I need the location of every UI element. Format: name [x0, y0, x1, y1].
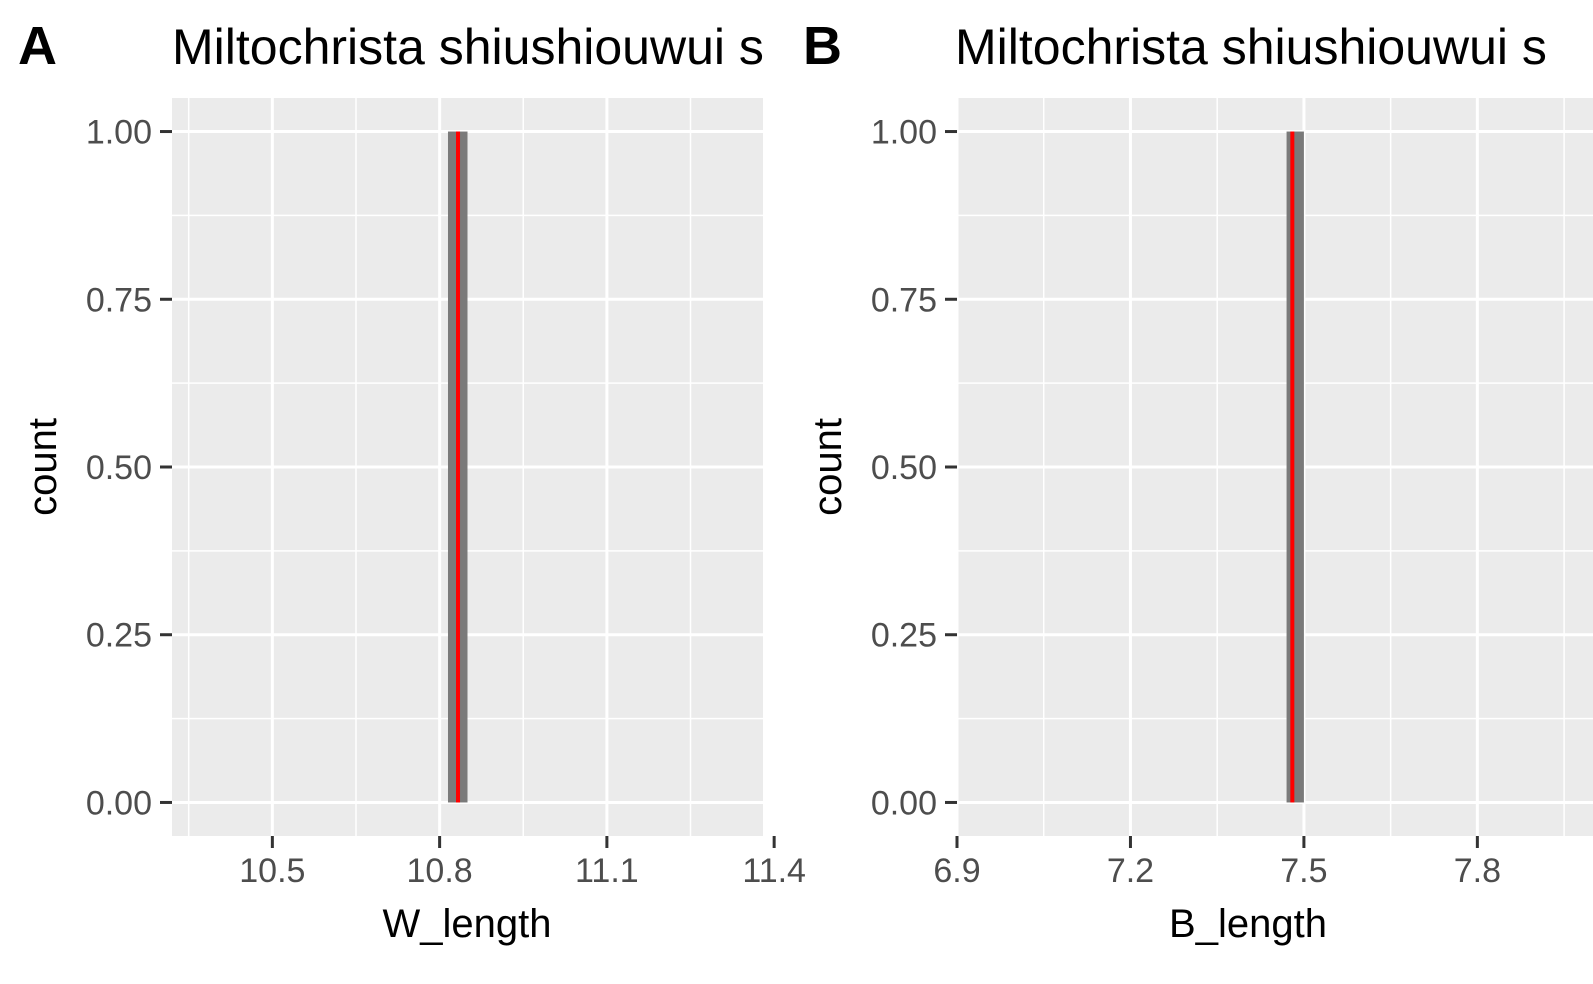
panel-a-y-tick-label: 0.75: [86, 281, 152, 319]
panel-a-y-axis-title: count: [21, 418, 65, 516]
panel-a-x-tick-label: 10.8: [407, 852, 473, 890]
panel-b-tag: B: [803, 16, 842, 76]
panel-b-y-axis-title: count: [806, 418, 850, 516]
panel-b-x-axis-title: B_length: [1169, 902, 1327, 946]
panel-a-x-tick-label: 11.1: [575, 852, 639, 890]
panel-b-y-tick-label: 0.75: [871, 281, 937, 319]
panel-a-axes: 0.00 0.25 0.50 0.75 1.00 10.5 10.8 11.1 11.4: [86, 114, 806, 890]
panel-a-y-tick-label: 1.00: [86, 114, 152, 152]
panel-b-y-tick-label: 0.50: [871, 449, 937, 487]
panel-b: B Miltochrista shiushiouwui s 0.000.250.…: [803, 16, 1593, 946]
panel-a-title-clip: Miltochrista shiushiouwui s: [172, 19, 764, 75]
panel-a-x-axis-title: W_length: [383, 902, 552, 946]
panel-b-title-clip: Miltochrista shiushiouwui s: [955, 19, 1547, 75]
panel-a-x-tick-label: 11.4: [742, 852, 806, 890]
panel-b-y-tick-label: 0.00: [871, 784, 937, 822]
panel-b-title: Miltochrista shiushiouwui s: [955, 19, 1547, 75]
panel-b-x-tick-label: 6.9: [933, 852, 980, 890]
panel-b-x-tick-label: 7.5: [1280, 852, 1327, 890]
panel-a-marks: [447, 131, 468, 803]
panel-b-y-tick-label: 0.25: [871, 617, 937, 655]
panel-a-y-tick-label: 0.25: [86, 617, 152, 655]
panel-b-axes: 0.00 0.25 0.50 0.75 1.00 6.9 7.2 7.5 7.8: [871, 114, 1501, 890]
panel-a-y-tick-label: 0.00: [86, 784, 152, 822]
panel-a-x-tick-label: 10.5: [239, 852, 305, 890]
panel-a-tag: A: [18, 16, 57, 76]
panel-a: A Miltochrista shiushiouwui s 0.000.250.…: [18, 16, 806, 946]
panel-b-y-tick-label: 1.00: [871, 114, 937, 152]
panel-b-histogram-bar: [1286, 131, 1304, 803]
panel-b-marks: [1286, 131, 1304, 803]
panel-a-title: Miltochrista shiushiouwui s: [172, 19, 764, 75]
panel-b-x-tick-label: 7.8: [1454, 852, 1501, 890]
panel-b-x-tick-label: 7.2: [1107, 852, 1154, 890]
panel-a-y-tick-label: 0.50: [86, 449, 152, 487]
